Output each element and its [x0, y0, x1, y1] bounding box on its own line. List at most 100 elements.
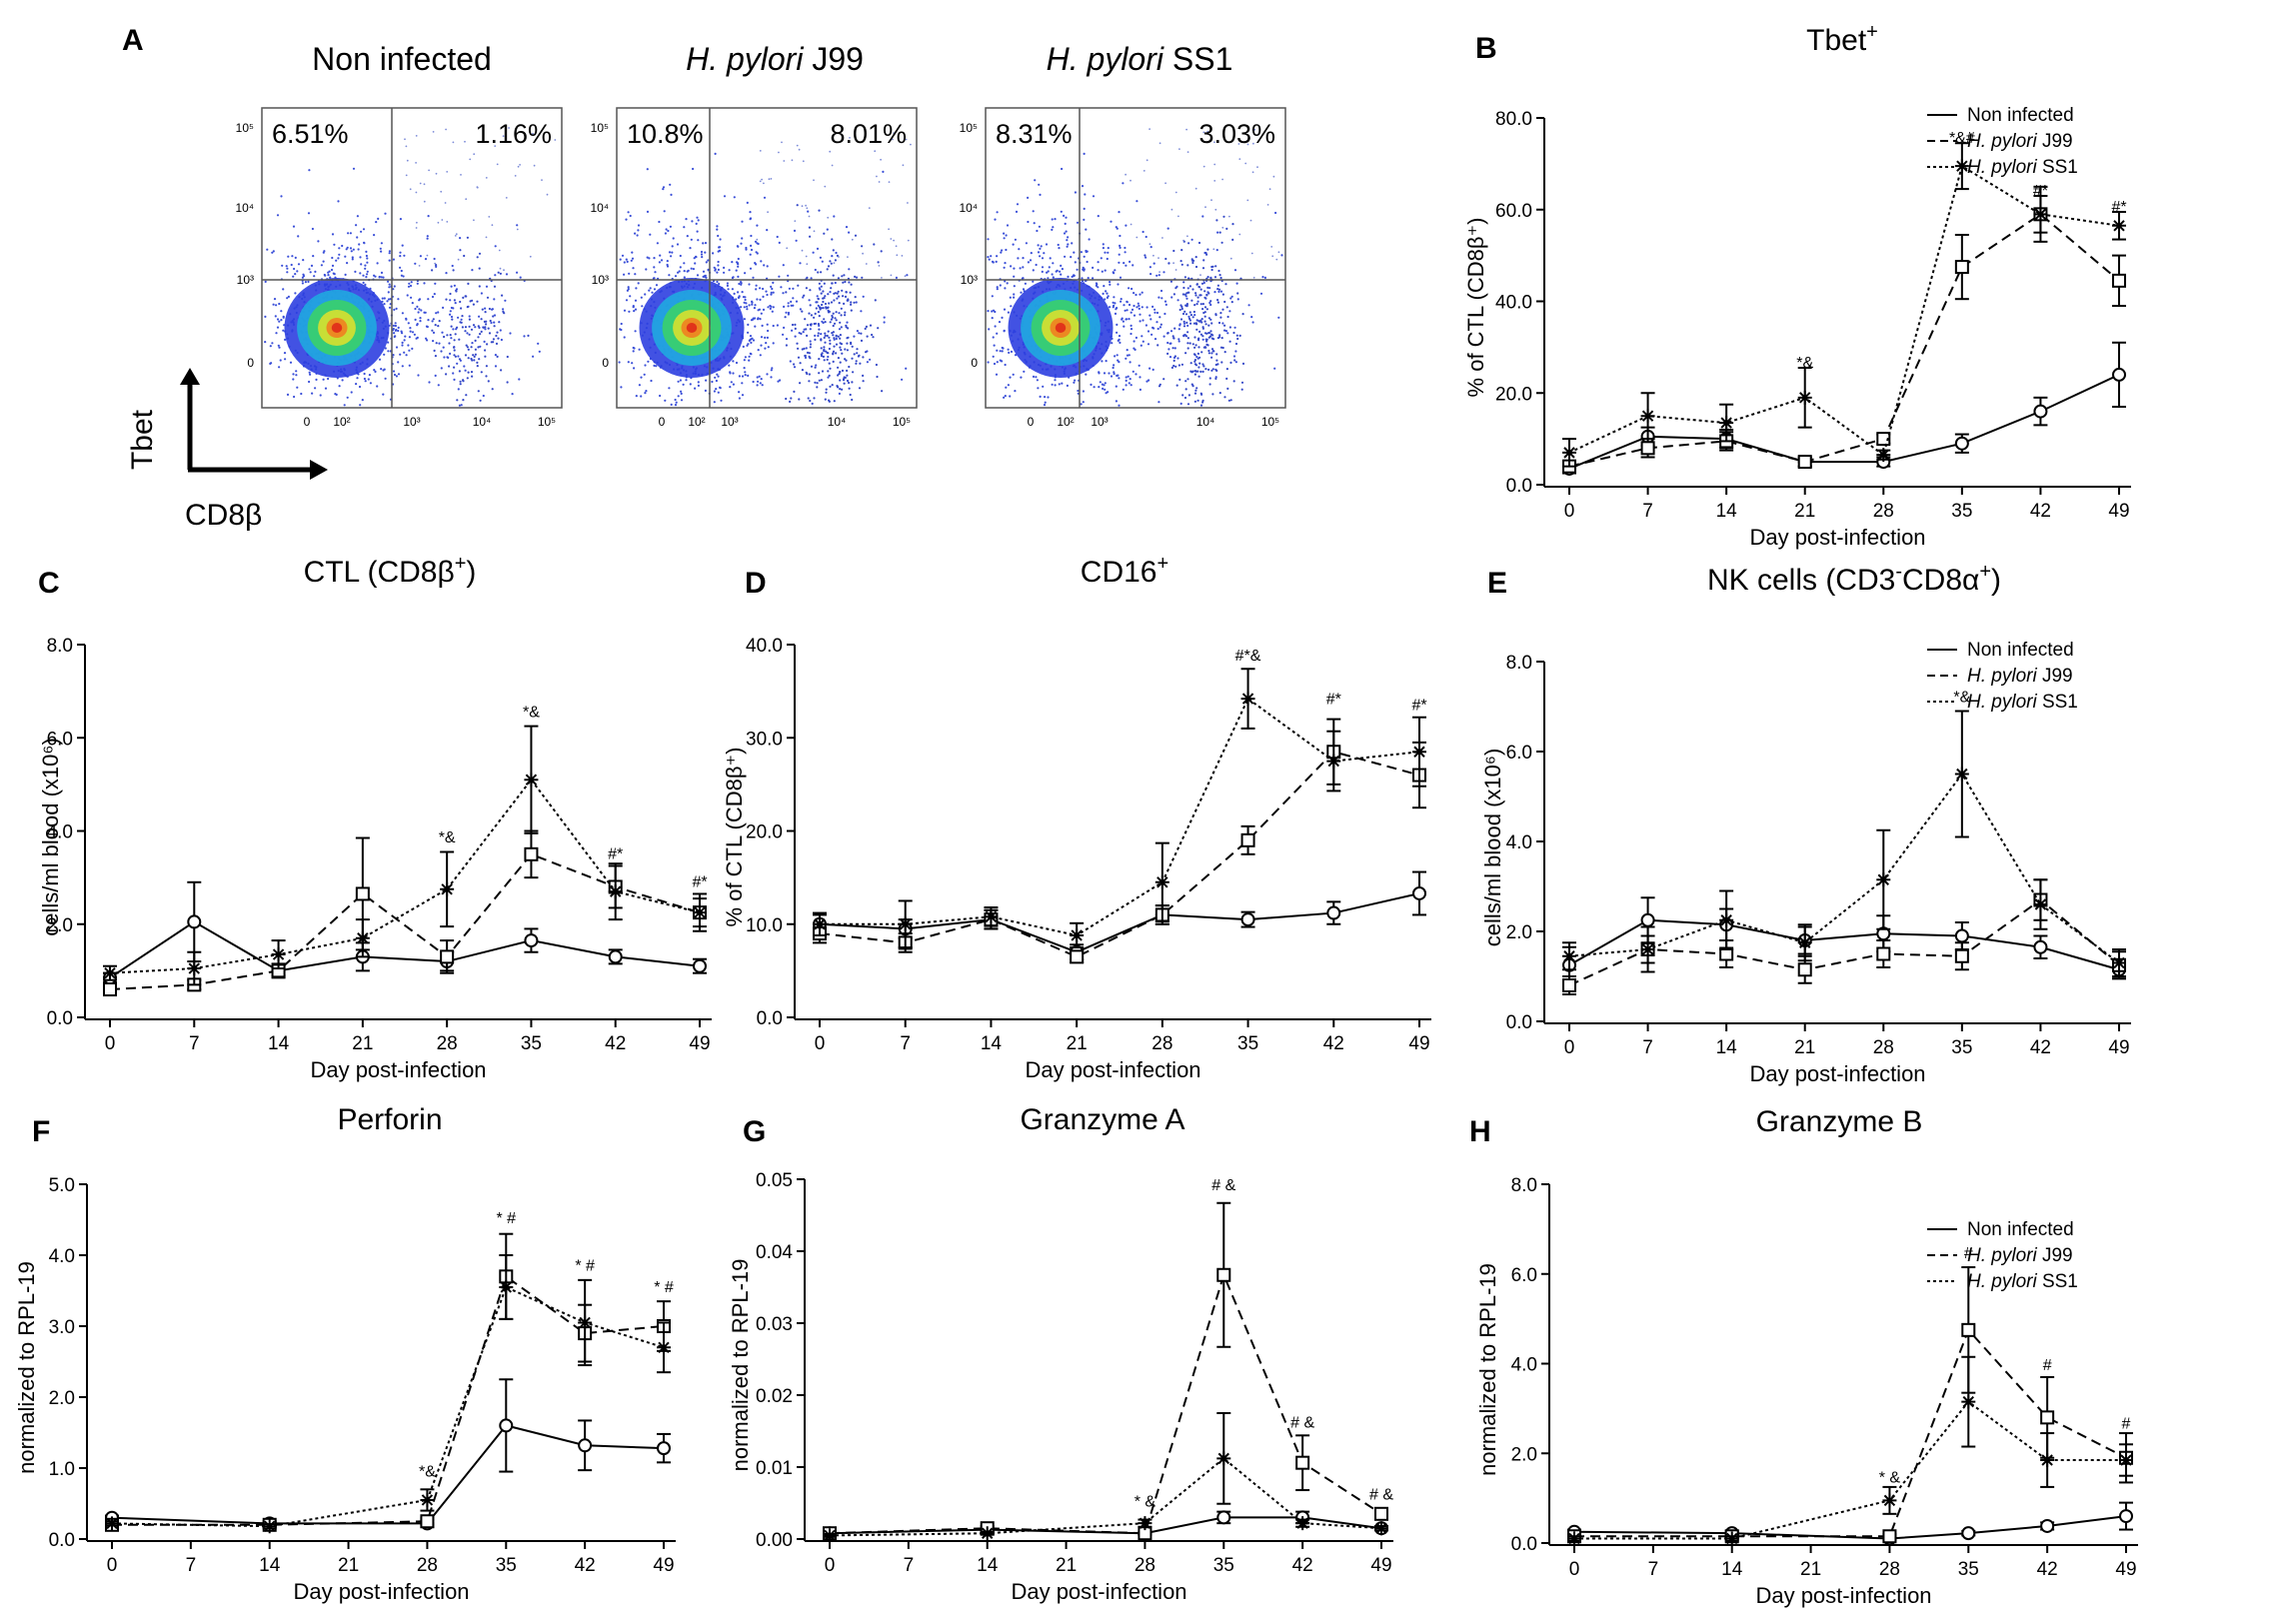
- event-dot: [767, 211, 769, 214]
- event-dot: [1061, 268, 1064, 271]
- event-dot: [895, 245, 898, 248]
- event-dot: [1113, 272, 1116, 275]
- event-dot: [697, 239, 700, 242]
- event-dot: [746, 201, 749, 204]
- event-dot: [449, 334, 452, 337]
- event-dot: [1173, 327, 1176, 330]
- event-dot: [834, 259, 838, 262]
- event-dot: [799, 262, 802, 265]
- event-dot: [660, 259, 664, 262]
- event-dot: [292, 373, 295, 376]
- event-dot: [441, 219, 444, 221]
- x-tick-label: 7: [900, 1033, 911, 1054]
- chart-title: CTL (CD8β+): [304, 553, 477, 589]
- event-dot: [383, 368, 386, 371]
- x-tick-label: 0: [105, 1033, 116, 1054]
- event-dot: [822, 300, 825, 304]
- data-point-star: [1882, 1493, 1897, 1508]
- event-dot: [849, 137, 851, 139]
- event-dot: [329, 276, 332, 279]
- event-dot: [869, 324, 873, 327]
- event-dot: [809, 323, 812, 326]
- event-dot: [1123, 304, 1126, 307]
- event-dot: [1220, 361, 1223, 364]
- event-dot: [833, 299, 836, 302]
- significance-mark: #: [2043, 1357, 2052, 1374]
- series-dashed: [105, 1232, 671, 1532]
- event-dot: [730, 381, 733, 384]
- event-dot: [674, 404, 678, 407]
- event-dot: [465, 394, 468, 397]
- event-dot: [1133, 314, 1137, 317]
- event-dot: [1190, 299, 1193, 302]
- event-dot: [1027, 220, 1030, 224]
- event-dot: [476, 361, 479, 364]
- y-tick-label: 0.03: [756, 1314, 793, 1335]
- event-dot: [707, 259, 710, 262]
- event-dot: [793, 390, 796, 393]
- event-dot: [1211, 393, 1214, 396]
- event-dot: [839, 342, 842, 345]
- event-dot: [1118, 377, 1121, 380]
- event-dot: [822, 355, 826, 358]
- event-dot: [680, 392, 683, 395]
- event-dot: [744, 374, 747, 377]
- event-dot: [655, 365, 658, 368]
- event-dot: [1019, 267, 1022, 270]
- event-dot: [494, 365, 498, 368]
- event-dot: [827, 216, 830, 219]
- event-dot: [831, 255, 834, 258]
- event-dot: [904, 275, 907, 278]
- event-dot: [851, 381, 854, 384]
- data-point-star: [1719, 912, 1734, 927]
- event-dot: [1231, 223, 1234, 226]
- event-dot: [847, 256, 849, 258]
- event-dot: [812, 251, 815, 254]
- event-dot: [761, 324, 764, 327]
- event-dot: [308, 371, 311, 374]
- event-dot: [1208, 383, 1211, 386]
- event-dot: [1101, 383, 1104, 386]
- x-tick-label: 21: [338, 1555, 359, 1576]
- event-dot: [1148, 243, 1151, 246]
- event-dot: [1193, 360, 1196, 363]
- event-dot: [474, 339, 477, 342]
- event-dot: [1194, 370, 1197, 373]
- event-dot: [695, 256, 698, 259]
- event-dot: [737, 245, 740, 248]
- event-dot: [432, 340, 435, 343]
- event-dot: [1172, 359, 1175, 362]
- data-point-square: [1797, 962, 1812, 977]
- event-dot: [409, 188, 412, 191]
- event-dot: [401, 341, 404, 344]
- event-dot: [392, 354, 395, 357]
- event-dot: [1209, 303, 1212, 307]
- data-point-star: [984, 909, 999, 924]
- event-dot: [382, 276, 385, 279]
- event-dot: [504, 299, 507, 302]
- event-dot: [1178, 148, 1180, 151]
- event-dot: [770, 376, 773, 379]
- event-dot: [450, 306, 453, 310]
- event-dot: [865, 263, 868, 265]
- event-dot: [1181, 394, 1184, 397]
- event-dot: [802, 331, 805, 334]
- event-dot: [856, 348, 859, 351]
- event-dot: [1083, 152, 1086, 155]
- event-dot: [1001, 249, 1004, 252]
- event-dot: [818, 379, 821, 382]
- event-dot: [723, 195, 727, 198]
- title-sup: +: [1157, 553, 1169, 575]
- event-dot: [667, 229, 670, 233]
- title-end: ): [466, 556, 476, 589]
- event-dot: [1193, 354, 1196, 357]
- event-dot: [1136, 306, 1139, 309]
- event-dot: [466, 236, 469, 239]
- event-dot: [1153, 308, 1156, 311]
- event-dot: [697, 384, 701, 387]
- significance-mark: # &: [1290, 1414, 1314, 1431]
- event-dot: [1200, 282, 1204, 285]
- event-dot: [666, 265, 670, 268]
- event-dot: [434, 262, 437, 265]
